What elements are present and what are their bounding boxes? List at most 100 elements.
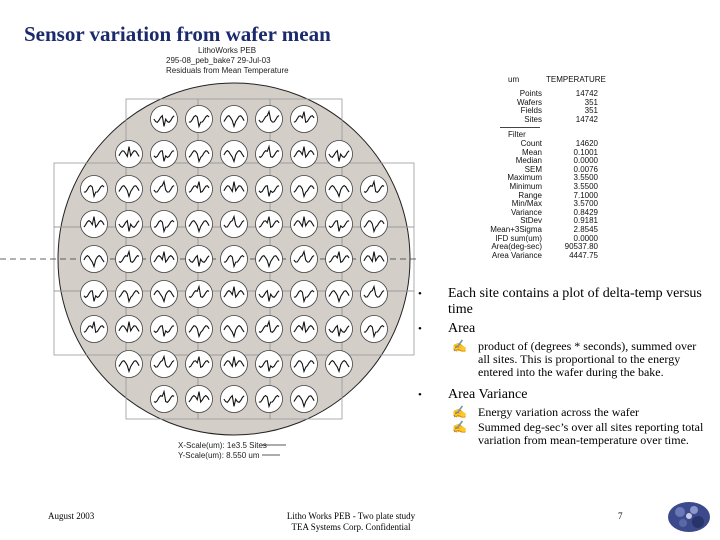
site-plot [150,105,178,133]
site-plot [220,245,248,273]
stat-label: Area Variance [491,250,542,260]
site-plot [255,385,283,413]
stat-label: Range [518,190,542,200]
stat-row: Variance 0.8429 [480,207,598,218]
stat-row: Wafers 351 [480,97,598,108]
site-plot [185,385,213,413]
sub-bullet-item: ✍ Summed deg-sec’s over all sites report… [452,421,708,447]
site-plot [185,245,213,273]
bullet-dot: • [418,389,422,401]
site-plot [290,140,318,168]
sub-bullet-item: ✍ product of (degrees * seconds), summed… [452,340,708,379]
site-plot [290,105,318,133]
stat-label: Median [515,156,542,166]
site-plot [360,315,388,343]
site-plot [115,140,143,168]
stat-value: 90537.80 [564,242,598,252]
stat-row: IFD sum(um) 0.0000 [480,233,598,244]
stat-label: Points [519,89,542,98]
stat-row: Range 7.1000 [480,190,598,201]
site-plot [150,245,178,273]
site-plot [290,350,318,378]
y-scale-label: Y-Scale(um): 8.550 um [178,451,260,460]
stat-value: 0.0076 [573,164,598,174]
site-plot [255,280,283,308]
footer-center: Litho Works PEB - Two plate study TEA Sy… [266,511,436,533]
site-plot [220,105,248,133]
stat-value: 0.1001 [573,147,598,157]
stat-label: Variance [511,207,542,217]
site-plot [80,175,108,203]
stat-value: 3.5500 [573,181,598,191]
stat-value: 0.8429 [573,207,598,217]
site-plot [290,175,318,203]
site-plot [150,210,178,238]
site-plot [255,175,283,203]
site-plot [290,210,318,238]
statistics-panel: um TEMPERATURE Points 14742 Wafers 351 Field… [480,75,606,260]
sub-bullet-item: ✍ Energy variation across the wafer [452,406,708,419]
site-plot [220,210,248,238]
stat-row: Min/Max 3.5700 [480,200,598,209]
stat-row: Minimum 3.5500 [480,181,598,192]
stat-value: 0.9181 [573,216,598,226]
site-plot [220,385,248,413]
stat-label: Fields [520,106,542,116]
stat-label: StDev [520,216,542,226]
site-plot [255,350,283,378]
stat-value: 14620 [575,138,598,148]
site-plot [185,350,213,378]
site-plot [325,175,353,203]
stat-value: 0.0000 [573,156,598,166]
site-plot [255,315,283,343]
company-logo [668,502,710,532]
site-plot [185,105,213,133]
stat-value: 14742 [575,89,598,98]
site-plot [325,280,353,308]
stat-row: Maximum 3.5500 [480,174,598,183]
wafer-map [0,82,418,456]
scale-legend: X-Scale(um): 1e3.5 Sites Y-Scale(um): 8.… [178,441,267,461]
site-plot [220,140,248,168]
site-plot [185,175,213,203]
site-plot [360,245,388,273]
stat-label: Wafers [516,97,542,107]
site-plot [185,210,213,238]
sub-bullet-text: Energy variation across the wafer [478,405,640,419]
site-plot [115,175,143,203]
plot-header-line: 295-08_peb_bake7 29-Jul-03 [166,56,271,65]
plot-header-line: Residuals from Mean Temperature [166,66,289,75]
site-plot [360,210,388,238]
plot-header: LithoWorks PEB 295-08_peb_bake7 29-Jul-0… [166,46,289,76]
stat-row: StDev 0.9181 [480,217,598,226]
stat-value: 351 [584,106,598,116]
stat-label: Area(deg-sec) [491,242,542,252]
bullet-dot: • [418,323,422,335]
site-plot [185,140,213,168]
bullet-text: Area [448,321,476,336]
site-plot [115,245,143,273]
site-plot [290,245,318,273]
site-plot [220,350,248,378]
stat-value: 0.0000 [573,233,598,243]
stat-label: Minimum [509,181,542,191]
site-plot [220,315,248,343]
site-plot [80,210,108,238]
bullet-item: • Area Variance [418,387,708,403]
site-plot [150,315,178,343]
stat-label: SEM [524,164,542,174]
stat-label: Mean+3Sigma [490,224,542,234]
site-plot [255,140,283,168]
pen-bullet-icon: ✍ [452,420,467,434]
footer-title: Litho Works PEB - Two plate study [286,511,416,521]
bullet-text: Each site contains a plot of delta-temp … [448,286,702,317]
stat-label: Sites [524,114,542,124]
stats-header-metric: TEMPERATURE [546,75,606,84]
stat-label: IFD sum(um) [495,233,542,243]
site-plot [80,280,108,308]
bullet-item: • Each site contains a plot of delta-tem… [418,286,708,318]
stat-row: Points 14742 [480,89,598,99]
stat-row: Median 0.0000 [480,157,598,166]
stat-row: Fields 351 [480,107,598,116]
site-plot [80,245,108,273]
